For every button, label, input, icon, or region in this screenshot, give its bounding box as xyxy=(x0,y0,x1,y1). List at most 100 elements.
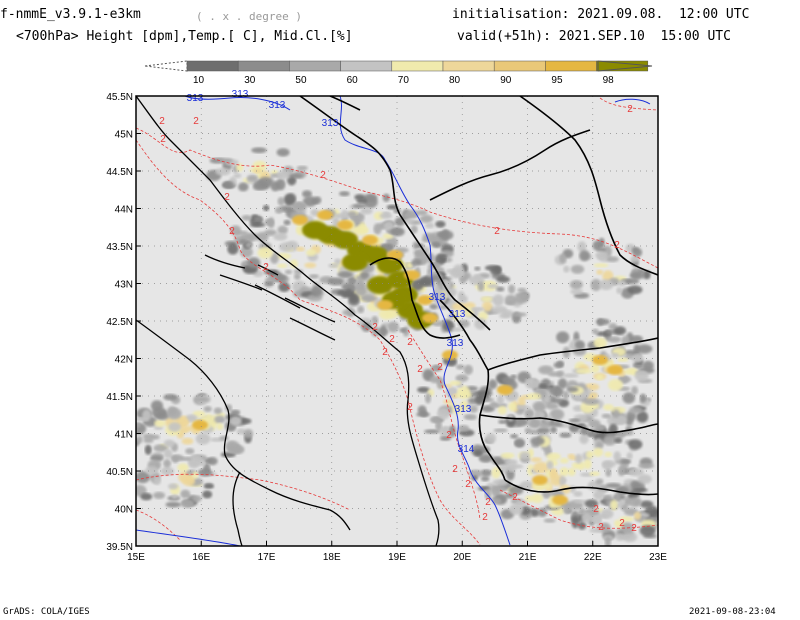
cloud-blob xyxy=(559,432,572,438)
cloud-blob xyxy=(284,269,293,275)
cloud-high xyxy=(422,313,438,323)
cloud-blob xyxy=(341,282,356,292)
cloud-blob xyxy=(463,364,473,375)
cloud-blob xyxy=(153,491,166,499)
cloud-blob xyxy=(627,285,643,295)
lat-label: 44.5N xyxy=(106,167,133,178)
cloud-blob xyxy=(436,408,450,420)
cloud-blob xyxy=(629,406,643,414)
height-contour-label: 313 xyxy=(232,89,249,100)
cloud-blob xyxy=(557,378,568,389)
colorbar-tick: 90 xyxy=(500,75,512,86)
cloud-blob xyxy=(514,293,529,304)
cloud-blob xyxy=(616,287,623,294)
cloud-blob xyxy=(179,456,192,461)
colorbar-tick: 80 xyxy=(449,75,461,86)
colorbar-tick: 30 xyxy=(244,75,256,86)
cloud-blob xyxy=(360,207,373,215)
lat-label: 42.5N xyxy=(106,317,133,328)
cloud-blob xyxy=(406,262,413,269)
cloud-blob xyxy=(586,450,594,459)
cloud-blob xyxy=(553,362,564,369)
cloud-blob xyxy=(614,437,623,444)
cloud-blob xyxy=(429,303,439,310)
lon-label: 16E xyxy=(192,552,210,563)
cloud-blob xyxy=(600,522,611,533)
cloud-blob xyxy=(639,393,647,403)
cloud-blob xyxy=(603,494,614,500)
height-contour-label: 313 xyxy=(455,404,472,415)
cloud-blob xyxy=(549,408,565,420)
cloud-blob xyxy=(556,370,565,378)
fields-title: <700hPa> Height [dpm],Temp.[ C], Mid.Cl.… xyxy=(16,29,353,44)
cloud-blob xyxy=(384,221,394,231)
cloud-blob xyxy=(593,490,605,500)
cloud-blob xyxy=(153,476,161,486)
cloud-blob xyxy=(442,229,449,240)
temp-contour-label: 2 xyxy=(417,364,423,375)
cloud-blob xyxy=(276,148,290,157)
cloud-blob xyxy=(538,365,554,375)
cloud-blob xyxy=(568,418,581,423)
cloud-blob xyxy=(600,508,614,519)
lat-label: 43.5N xyxy=(106,242,133,253)
cloud-blob xyxy=(497,405,507,415)
cloud-blob xyxy=(559,457,569,464)
cloud-blob xyxy=(418,276,434,286)
cloud-high xyxy=(362,235,378,245)
cloud-blob xyxy=(469,406,478,413)
cloud-blob xyxy=(603,404,614,411)
cloud-blob xyxy=(275,252,291,260)
cloud-blob xyxy=(591,328,599,335)
cloud-blob xyxy=(337,271,353,278)
temp-contour-label: 2 xyxy=(614,240,620,251)
init-time: initialisation: 2021.09.08. 12:00 UTC xyxy=(452,7,750,22)
cloud-blob xyxy=(337,289,350,296)
cloud-blob xyxy=(241,215,252,221)
cloud-blob xyxy=(289,259,298,269)
temp-contour-label: 2 xyxy=(193,116,199,127)
cloud-blob xyxy=(356,198,368,204)
cloud-blob xyxy=(546,460,554,470)
cloud-blob xyxy=(631,386,638,395)
cloud-blob xyxy=(215,168,231,176)
cloud-blob xyxy=(531,493,544,504)
cloud-blob xyxy=(214,415,226,424)
cloud-blob xyxy=(562,502,572,514)
cloud-blob xyxy=(488,379,498,390)
cloud-blob xyxy=(550,426,557,434)
cloud-blob xyxy=(177,463,189,472)
units-hint: ( . x . degree ) xyxy=(196,10,302,23)
cloud-blob xyxy=(284,193,296,206)
temp-contour-label: 2 xyxy=(263,262,269,273)
cloud-blob xyxy=(642,270,651,280)
colorbar-tick-labels: 10 30 50 60 70 80 90 95 98 xyxy=(193,75,614,86)
cloud-blob xyxy=(180,489,191,499)
cloud-blob xyxy=(181,437,194,445)
cloud-blob xyxy=(514,438,525,448)
cloud-blob xyxy=(545,402,559,410)
temp-contour-label: 2 xyxy=(382,347,388,358)
cloud-blob xyxy=(168,483,179,490)
cloud-blob xyxy=(308,274,320,279)
cloud-core xyxy=(342,253,368,271)
cloud-blob xyxy=(479,455,492,462)
height-contour-label: 313 xyxy=(269,100,286,111)
cloud-blob xyxy=(443,399,454,404)
cloud-blob xyxy=(625,416,634,426)
cloud-blob xyxy=(163,393,178,401)
cloud-blob xyxy=(577,521,587,530)
cloud-blob xyxy=(379,325,388,337)
lat-label: 42N xyxy=(115,355,133,366)
cloud-blob xyxy=(168,422,182,432)
cloud-blob xyxy=(425,222,435,229)
cloud-blob xyxy=(610,499,618,511)
cloud-blob xyxy=(632,247,639,253)
cloud-blob xyxy=(411,259,422,266)
cloud-blob xyxy=(559,475,566,487)
lon-label: 23E xyxy=(649,552,667,563)
cloud-blob xyxy=(274,206,283,214)
cloud-blob xyxy=(334,213,347,219)
cloud-blob xyxy=(577,241,587,252)
